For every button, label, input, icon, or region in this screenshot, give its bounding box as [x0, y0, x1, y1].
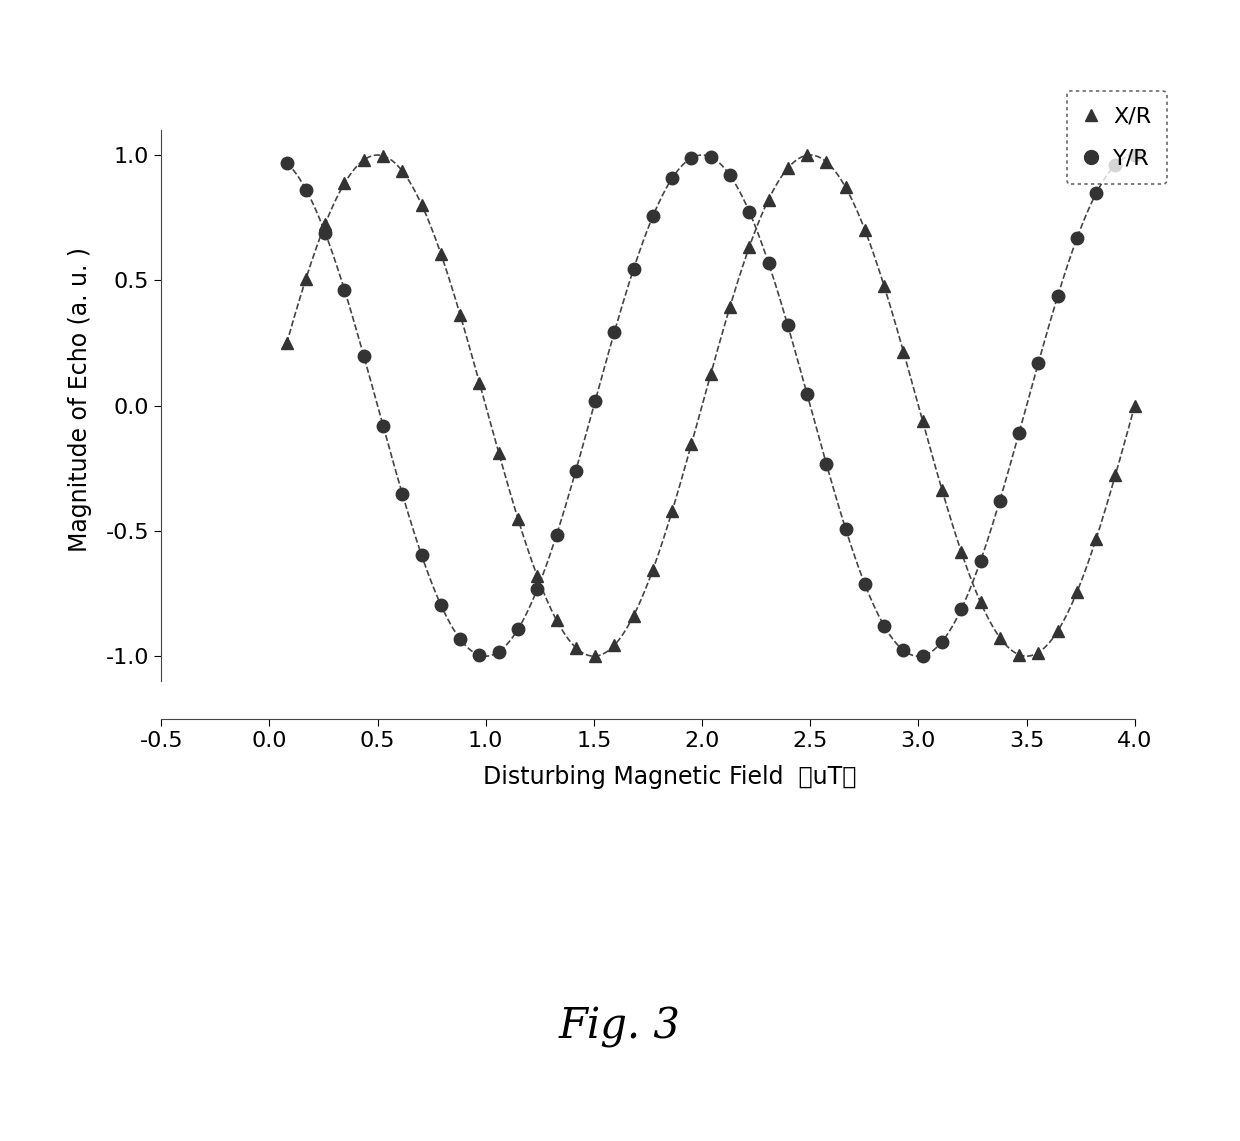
- X/R: [1127, 398, 1142, 412]
- Y/R: [897, 644, 911, 657]
- Y/R: [529, 582, 544, 596]
- X/R: [992, 631, 1007, 645]
- X/R: [1012, 648, 1027, 662]
- Line: X/R: X/R: [281, 149, 1141, 662]
- X/R: [317, 217, 332, 230]
- Y/R: [491, 645, 506, 658]
- X/R: [606, 638, 621, 652]
- X/R: [723, 300, 738, 314]
- Y/R: [800, 387, 815, 400]
- X/R: [1050, 624, 1065, 638]
- X/R: [511, 512, 526, 526]
- Y/R: [434, 598, 449, 612]
- X/R: [1109, 468, 1123, 482]
- X/R: [376, 149, 391, 163]
- X/R: [1030, 646, 1045, 659]
- Y/R: [394, 487, 409, 501]
- Y/R: [857, 577, 872, 591]
- X/R: [954, 545, 968, 559]
- Y/R: [1050, 290, 1065, 304]
- X/R: [915, 414, 930, 428]
- Y/R: [299, 183, 314, 196]
- Y/R: [935, 634, 950, 648]
- X/R: [626, 609, 641, 623]
- Y/R: [723, 169, 738, 183]
- Y/R: [1069, 232, 1084, 245]
- Y/R: [915, 649, 930, 663]
- Y/R: [703, 151, 718, 164]
- Text: Fig. 3: Fig. 3: [559, 1006, 681, 1047]
- Y/R: [549, 528, 564, 542]
- Y/R: [646, 210, 661, 224]
- X/R: [472, 375, 487, 389]
- Y/R: [665, 171, 680, 185]
- X/R: [877, 280, 892, 293]
- X/R: [818, 155, 833, 169]
- Y/R: [1030, 356, 1045, 370]
- X/R: [684, 437, 699, 451]
- X/R: [761, 193, 776, 207]
- X/R: [703, 367, 718, 381]
- X/R: [838, 180, 853, 194]
- Y/R: [992, 494, 1007, 508]
- X/R: [453, 308, 467, 322]
- Y/R: [838, 521, 853, 535]
- Y/R: [1109, 157, 1123, 171]
- X/R: [491, 446, 506, 460]
- Y/R: [780, 318, 795, 332]
- Y/R: [742, 204, 756, 218]
- Y/R: [877, 620, 892, 633]
- X-axis label: Disturbing Magnetic Field  （uT）: Disturbing Magnetic Field （uT）: [482, 764, 857, 788]
- Y/R: [973, 555, 988, 568]
- Y/R: [356, 349, 371, 363]
- Y/R: [954, 602, 968, 616]
- Y/R: [337, 283, 352, 297]
- X/R: [299, 272, 314, 285]
- Y/R: [414, 549, 429, 563]
- X/R: [935, 483, 950, 496]
- X/R: [665, 504, 680, 518]
- X/R: [857, 224, 872, 237]
- X/R: [588, 649, 603, 663]
- X/R: [646, 563, 661, 576]
- X/R: [780, 161, 795, 175]
- X/R: [568, 641, 583, 655]
- Y/R: [818, 456, 833, 470]
- Y/R: [376, 419, 391, 432]
- Y/R: [511, 622, 526, 636]
- X/R: [337, 177, 352, 191]
- Legend: X/R, Y/R: X/R, Y/R: [1066, 91, 1167, 185]
- X/R: [529, 569, 544, 583]
- X/R: [1069, 585, 1084, 599]
- X/R: [973, 596, 988, 609]
- X/R: [414, 197, 429, 211]
- X/R: [897, 345, 911, 358]
- X/R: [1089, 532, 1104, 545]
- Y/R: [472, 648, 487, 662]
- X/R: [742, 240, 756, 253]
- Y/R: [1089, 186, 1104, 200]
- X/R: [434, 246, 449, 260]
- Y/R: [453, 632, 467, 646]
- Y/R: [588, 395, 603, 408]
- Y/R: [626, 262, 641, 276]
- Y/R: [1012, 426, 1027, 439]
- Y/R: [279, 156, 294, 170]
- Y-axis label: Magnitude of Echo (a. u. ): Magnitude of Echo (a. u. ): [68, 246, 92, 552]
- Y/R: [1127, 148, 1142, 162]
- X/R: [549, 614, 564, 628]
- Line: Y/R: Y/R: [280, 148, 1141, 662]
- X/R: [800, 148, 815, 162]
- X/R: [279, 337, 294, 350]
- Y/R: [317, 226, 332, 240]
- Y/R: [568, 464, 583, 478]
- Y/R: [606, 325, 621, 339]
- Y/R: [684, 151, 699, 164]
- X/R: [356, 153, 371, 167]
- Y/R: [761, 257, 776, 270]
- X/R: [394, 164, 409, 178]
